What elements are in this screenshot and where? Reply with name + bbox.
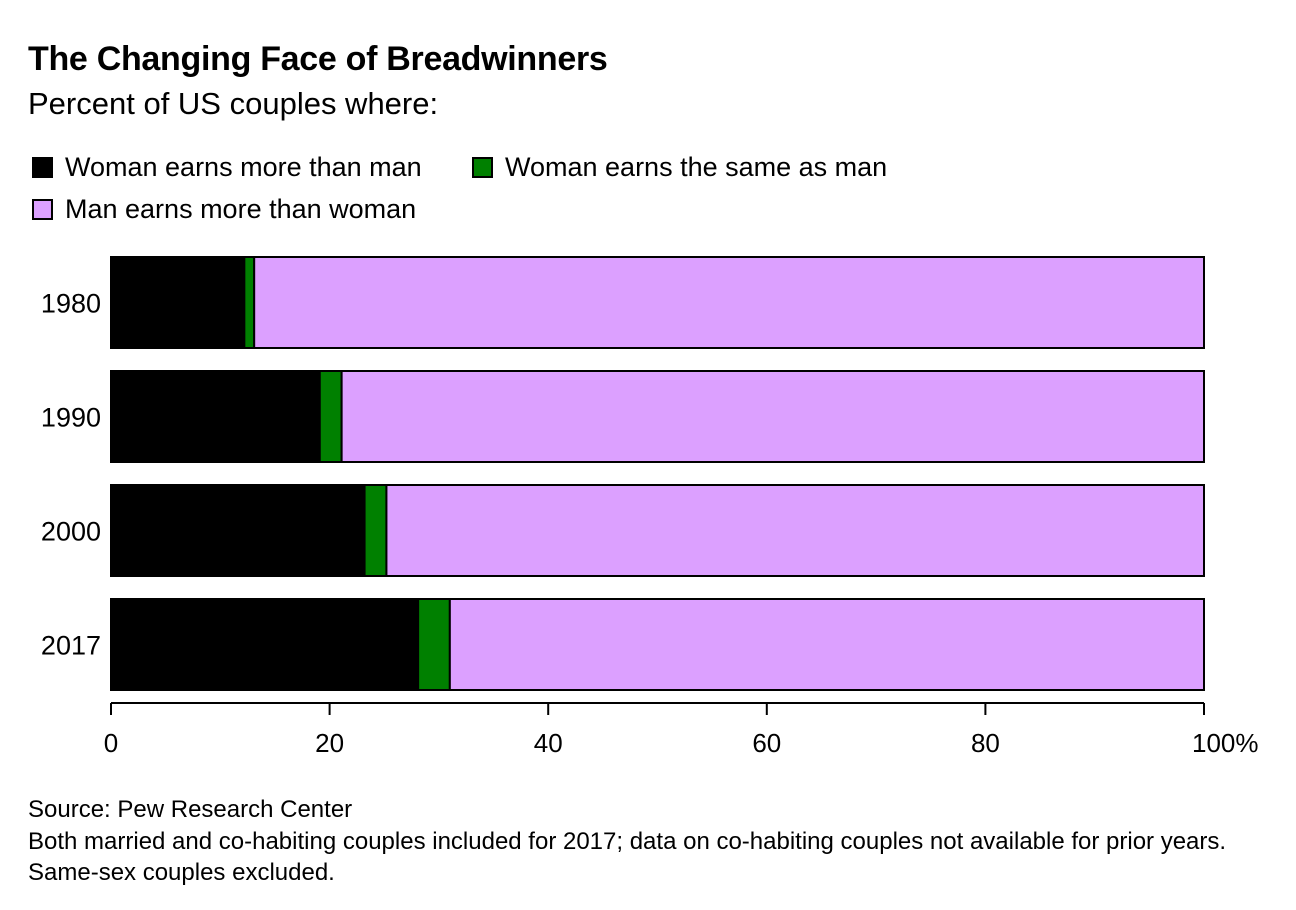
bar-segment-2017-woman-same [417, 598, 451, 691]
bar-segment-2017-man-more [448, 598, 1205, 691]
bar-segment-1980-man-more [253, 256, 1206, 349]
footnote: Both married and co-habiting couples inc… [28, 828, 1227, 886]
x-tick-label-20: 20 [315, 728, 344, 758]
x-tick-label-60: 60 [752, 728, 781, 758]
chart-subtitle: Percent of US couples where: [28, 86, 439, 121]
legend-swatch-woman-more [32, 157, 53, 178]
bar-segment-2000-woman-same [363, 484, 388, 577]
legend-swatch-man-more [32, 199, 53, 220]
bar-segment-2000-man-more [385, 484, 1206, 577]
legend-item-woman-more: Woman earns more than man [32, 152, 422, 183]
bar-segment-1990-man-more [340, 370, 1205, 463]
legend-label-woman-same: Woman earns the same as man [505, 152, 888, 182]
x-tick-label-0: 0 [104, 728, 118, 758]
bar-segment-2000-woman-more [110, 484, 366, 577]
legend-label-man-more: Man earns more than woman [65, 194, 417, 224]
category-label-2000: 2000 [41, 517, 101, 547]
category-label-2017: 2017 [41, 631, 101, 661]
category-label-1990: 1990 [41, 403, 101, 433]
legend-label-woman-more: Woman earns more than man [65, 152, 422, 182]
source-note: Source: Pew Research Center [28, 796, 353, 823]
legend-item-woman-same: Woman earns the same as man [472, 152, 887, 183]
bar-segment-2017-woman-more [110, 598, 420, 691]
x-tick-label-100: 100% [1192, 728, 1259, 758]
bar-segment-1980-woman-same [243, 256, 256, 349]
bar-segment-1980-woman-more [110, 256, 246, 349]
x-tick-label-40: 40 [534, 728, 563, 758]
legend-swatch-woman-same [472, 157, 493, 178]
category-label-1980: 1980 [41, 289, 101, 319]
bar-segment-1990-woman-same [318, 370, 343, 463]
chart-title: The Changing Face of Breadwinners [28, 40, 608, 78]
x-tick-label-80: 80 [971, 728, 1000, 758]
legend-item-man-more: Man earns more than woman [32, 194, 416, 225]
bar-chart: 1980 1990 2000 2017 0 20 40 60 80 100% [41, 256, 1259, 758]
bar-segment-1990-woman-more [110, 370, 321, 463]
